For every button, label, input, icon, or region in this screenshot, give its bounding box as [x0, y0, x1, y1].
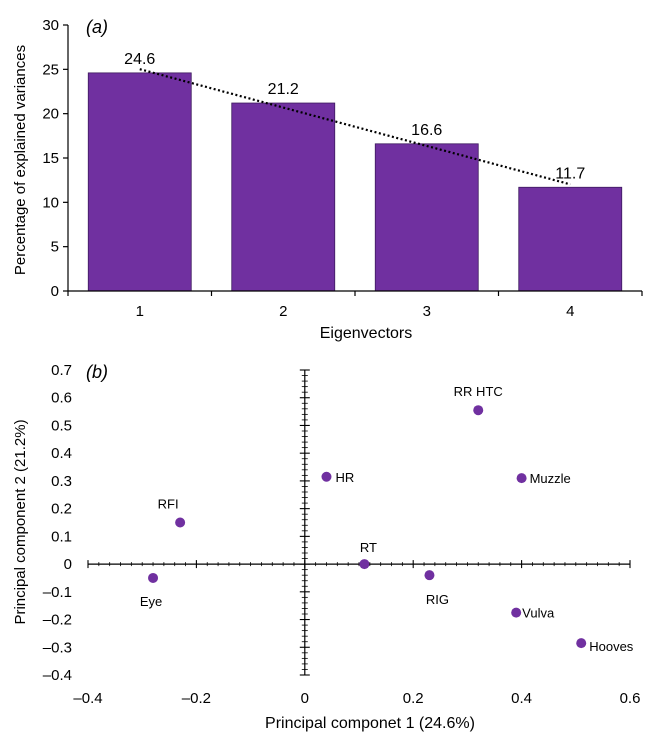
data-point — [576, 638, 587, 649]
bar-chart-y-axis: 0 5 10 15 20 25 30 — [42, 17, 69, 300]
panel-a-label: (a) — [86, 17, 108, 37]
y-tick-label: 0.4 — [51, 445, 72, 462]
y-tick-label: 0.3 — [51, 473, 72, 490]
x-tick-label: –0.2 — [182, 690, 211, 707]
point-label: Muzzle — [530, 471, 571, 486]
data-point — [359, 559, 370, 570]
data-label: 24.6 — [124, 51, 155, 68]
bar-chart-bars — [87, 72, 623, 292]
x-tick-label: 1 — [136, 303, 144, 320]
x-tick-label: 0.2 — [403, 690, 424, 707]
bar-chart-y-axis-title: Percentage of explained variances — [12, 45, 29, 275]
x-tick-label: 0.4 — [511, 690, 532, 707]
point-label: RT — [360, 540, 377, 555]
y-tick-label: –0.4 — [43, 667, 72, 684]
point-label: RFI — [158, 497, 179, 512]
bar — [518, 186, 623, 292]
data-point — [511, 607, 522, 618]
scatter-plot-axes: –0.4 –0.2 0 0.2 0.4 0.6 0.7 0.6 0.5 0.4 0.3 0.2 0.1 0… — [43, 362, 641, 707]
y-tick-label: 0.6 — [51, 390, 72, 407]
data-point — [175, 517, 186, 528]
point-label: Vulva — [522, 606, 555, 621]
data-label: 16.6 — [411, 122, 442, 139]
scatter-plot-points: RR HTC Muzzle HR RFI RT Eye RIG Vulva Hooves — [140, 384, 634, 654]
y-tick-label: 0 — [64, 556, 72, 573]
point-label: Hooves — [589, 639, 634, 654]
y-tick-label: 15 — [42, 150, 59, 167]
scatter-y-axis-title: Principal component 2 (21.2%) — [12, 419, 29, 624]
x-tick-label: 0.6 — [620, 690, 641, 707]
x-tick-label: –0.4 — [73, 690, 102, 707]
point-label: RIG — [426, 592, 449, 607]
bar — [374, 143, 479, 292]
y-tick-label: –0.2 — [43, 612, 72, 629]
x-tick-label: 2 — [279, 303, 287, 320]
data-point — [473, 405, 484, 416]
scatter-x-axis-title: Principal componet 1 (24.6%) — [265, 715, 475, 732]
point-label: Eye — [140, 594, 162, 609]
x-tick-label: 0 — [301, 690, 309, 707]
x-tick-label: 3 — [423, 303, 431, 320]
data-point — [424, 570, 435, 581]
y-tick-label: 0 — [51, 283, 59, 300]
bar-chart-panel: (a) 0 5 10 15 20 25 30 1 2 3 4 24.6 21.2 16.6 11.7 P… — [12, 17, 643, 342]
bar-chart-x-axis: 1 2 3 4 — [67, 290, 643, 320]
bar — [87, 72, 192, 292]
bar-chart-data-labels: 24.6 21.2 16.6 11.7 — [124, 51, 585, 182]
bar-chart-x-axis-title: Eigenvectors — [320, 325, 413, 342]
bar — [231, 102, 336, 292]
data-point — [148, 572, 159, 583]
x-tick-label: 4 — [566, 303, 574, 320]
y-tick-label: 0.2 — [51, 501, 72, 518]
y-tick-label: 30 — [42, 17, 59, 34]
y-tick-label: 20 — [42, 106, 59, 123]
y-tick-label: –0.1 — [43, 584, 72, 601]
y-tick-label: –0.3 — [43, 639, 72, 656]
point-label: RR HTC — [454, 384, 503, 399]
point-label: HR — [335, 470, 354, 485]
panel-b-label: (b) — [86, 362, 108, 382]
y-tick-label: 25 — [42, 61, 59, 78]
y-tick-label: 5 — [51, 239, 59, 256]
y-tick-label: 0.7 — [51, 362, 72, 379]
data-point — [516, 473, 527, 484]
trendline — [139, 68, 571, 186]
data-label: 21.2 — [268, 81, 299, 98]
data-point — [321, 471, 332, 482]
y-tick-label: 0.5 — [51, 417, 72, 434]
y-tick-label: 0.1 — [51, 528, 72, 545]
y-tick-label: 10 — [42, 194, 59, 211]
scatter-plot-panel: (b) –0.4 –0.2 0 0.2 0.4 0.6 0.7 0.6 0.5 0.4 0.3 0.2… — [12, 362, 640, 732]
data-label: 11.7 — [555, 165, 585, 182]
